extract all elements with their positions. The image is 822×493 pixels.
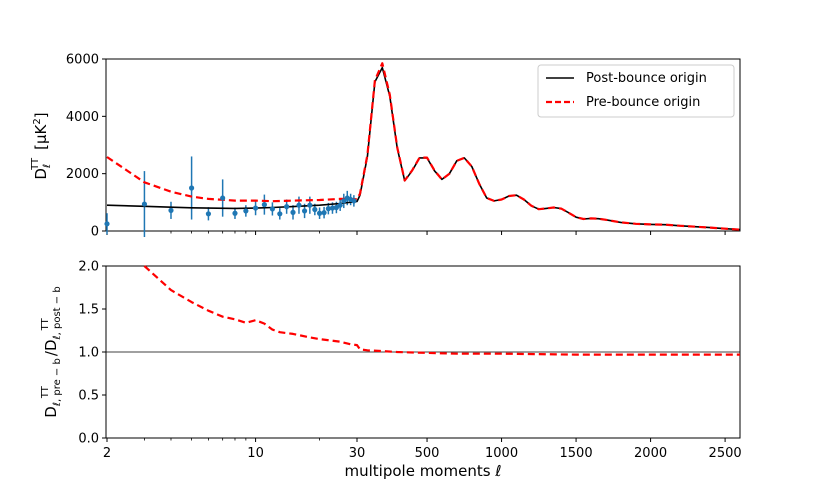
data-point bbox=[333, 204, 339, 211]
top-plot-frame bbox=[105, 58, 741, 232]
y-tick-label: 1.5 bbox=[78, 303, 99, 318]
legend-box bbox=[537, 64, 735, 118]
x-tick-label: 10 bbox=[247, 446, 264, 461]
bottom-y-ticks: 0.0 0.5 1.0 1.5 2.0 bbox=[78, 260, 106, 447]
y-tick-label: 0 bbox=[91, 225, 99, 240]
legend-label-post-bounce: Post-bounce origin bbox=[586, 71, 707, 86]
data-point bbox=[290, 209, 296, 215]
data-point bbox=[141, 201, 148, 207]
top-series-lines bbox=[106, 62, 741, 231]
data-point bbox=[351, 198, 357, 204]
data-point bbox=[284, 204, 290, 210]
data-point bbox=[243, 208, 249, 214]
y-tick-label: 0.5 bbox=[78, 389, 99, 404]
bottom-panel: 0.0 0.5 1.0 1.5 2.0 2 10 30 500 1000 1500 2000 2500… bbox=[40, 260, 742, 481]
x-tick-label: 500 bbox=[415, 446, 440, 461]
data-point bbox=[312, 206, 318, 213]
top-y-ticks: 0 2000 4000 6000 bbox=[66, 53, 106, 240]
y-tick-label: 2000 bbox=[66, 167, 99, 182]
data-point bbox=[277, 211, 283, 217]
x-tick-label: 30 bbox=[349, 446, 366, 461]
data-point bbox=[325, 206, 331, 212]
x-tick-label: 1000 bbox=[485, 446, 518, 461]
bottom-x-ticks: 2 10 30 500 1000 1500 2000 2500 bbox=[103, 438, 742, 461]
data-point bbox=[316, 210, 323, 216]
legend: Post-bounce origin Pre-bounce origin bbox=[537, 64, 735, 118]
data-point bbox=[232, 210, 238, 216]
x-tick-label: 2 bbox=[103, 446, 111, 461]
data-point bbox=[104, 221, 110, 227]
data-point bbox=[205, 211, 212, 217]
data-point bbox=[307, 202, 313, 208]
x-tick-label: 2500 bbox=[709, 446, 742, 461]
data-point bbox=[296, 202, 302, 208]
data-point bbox=[252, 205, 259, 211]
y-tick-label: 2.0 bbox=[78, 260, 99, 275]
x-tick-label: 1500 bbox=[560, 446, 593, 461]
y-tick-label: 6000 bbox=[66, 53, 99, 68]
data-point bbox=[329, 205, 336, 211]
data-point bbox=[220, 195, 226, 201]
x-tick-label: 2000 bbox=[634, 446, 667, 461]
bottom-y-axis-label: Dℓ, pre − bTT/Dℓ, post − bTT bbox=[40, 286, 63, 417]
data-point bbox=[337, 202, 343, 208]
data-point bbox=[321, 210, 327, 216]
pre-bounce-line bbox=[106, 62, 741, 231]
data-point bbox=[261, 202, 267, 208]
legend-label-pre-bounce: Pre-bounce origin bbox=[586, 95, 700, 110]
top-panel: 0 2000 4000 6000 DℓTT[μK2] Post-bounce orig… bbox=[30, 53, 741, 240]
y-tick-label: 0.0 bbox=[78, 432, 99, 447]
x-axis-label: multipole moments ℓ bbox=[345, 462, 502, 480]
data-point bbox=[341, 198, 347, 204]
top-y-axis-label: DℓTT[μK2] bbox=[30, 112, 53, 179]
bottom-series-lines bbox=[143, 265, 740, 356]
top-data-points bbox=[104, 185, 357, 227]
data-point bbox=[188, 185, 195, 191]
data-point bbox=[269, 206, 276, 212]
top-error-bars bbox=[106, 156, 355, 238]
data-point bbox=[301, 208, 308, 214]
data-point bbox=[168, 207, 174, 213]
top-x-ticks bbox=[106, 231, 726, 235]
y-tick-label: 4000 bbox=[66, 110, 99, 125]
y-tick-label: 1.0 bbox=[78, 346, 99, 361]
ratio-line bbox=[143, 265, 740, 356]
